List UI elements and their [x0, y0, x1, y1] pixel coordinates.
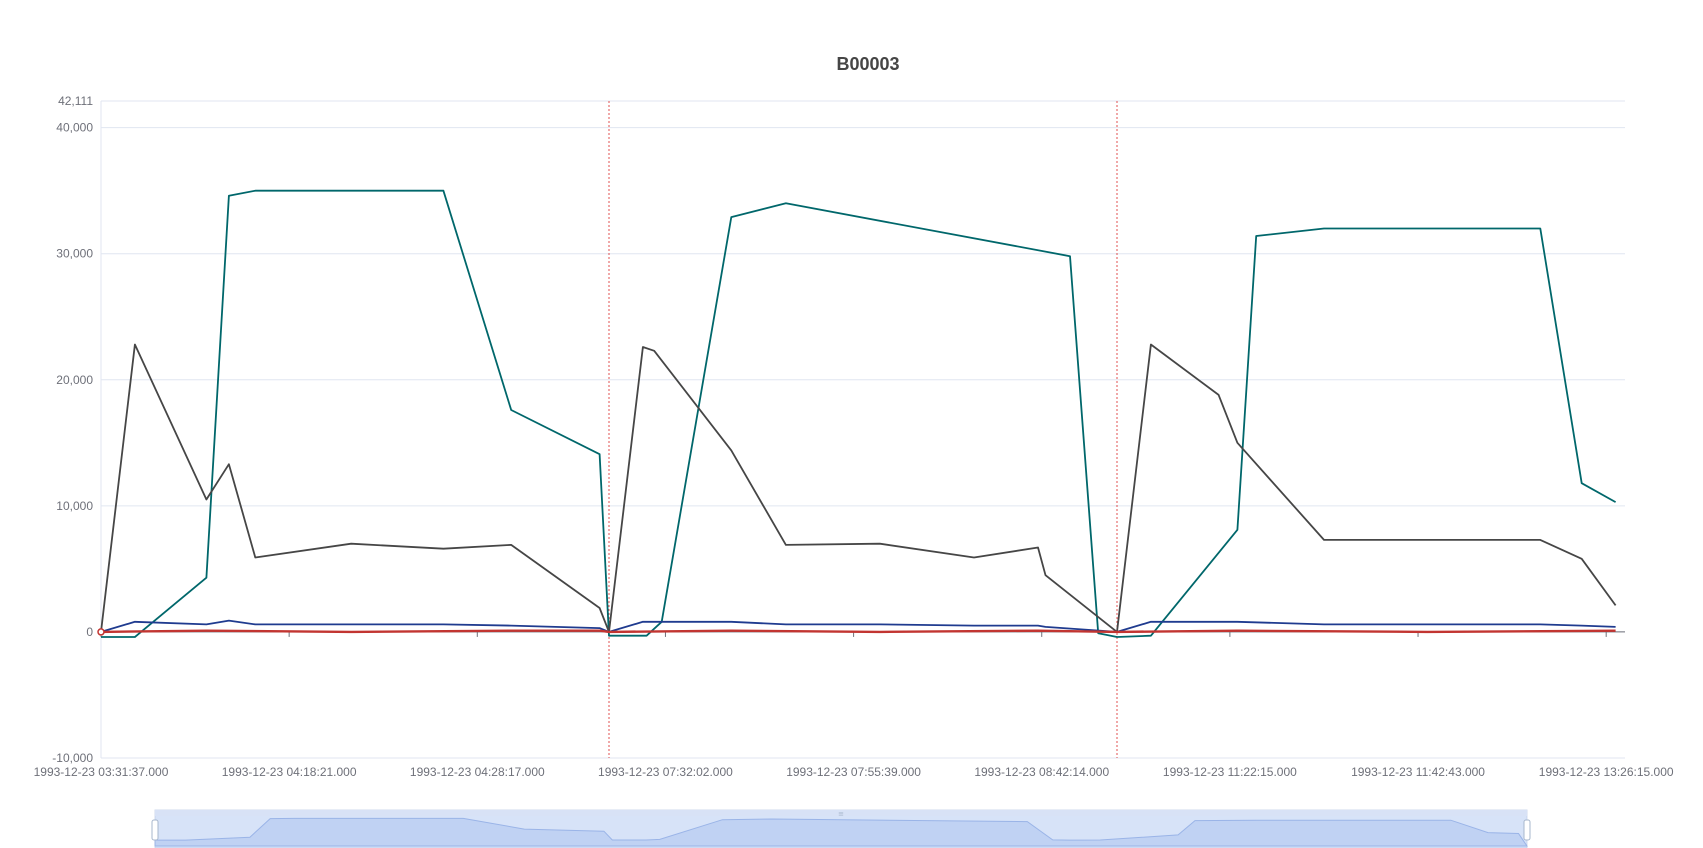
x-tick-label: 1993-12-23 07:55:39.000: [786, 765, 921, 779]
y-tick-label: 40,000: [56, 121, 93, 135]
x-tick-label: 1993-12-23 13:26:15.000: [1539, 765, 1674, 779]
x-tick-label: 1993-12-23 08:42:14.000: [974, 765, 1109, 779]
y-tick-label: 42,111: [58, 94, 93, 108]
cycle-marker-lines: [100, 101, 1118, 758]
data-zoom-move-grip[interactable]: ≡: [838, 810, 844, 818]
series-line: [101, 189, 1617, 638]
data-zoom-right-handle[interactable]: [1523, 819, 1531, 841]
x-tick-label: 1993-12-23 03:31:37.000: [34, 765, 169, 779]
x-tick-label: 1993-12-23 11:22:15.000: [1163, 765, 1297, 779]
x-tick-labels: 1993-12-23 03:31:37.000 1993-12-23 04:18:…: [34, 765, 1674, 779]
y-tick-label: 0: [86, 625, 93, 639]
series-start-point: [97, 628, 105, 636]
x-tick-label: 1993-12-23 11:42:43.000: [1351, 765, 1485, 779]
y-tick-label: 30,000: [56, 247, 93, 261]
x-axis: [100, 101, 1625, 758]
y-tick-label: 10,000: [56, 499, 93, 513]
data-zoom-shadow-area: [154, 817, 1528, 847]
x-tick-label: 1993-12-23 04:28:17.000: [410, 765, 545, 779]
x-tick-label: 1993-12-23 04:18:21.000: [222, 765, 357, 779]
y-tick-label: -10,000: [52, 751, 93, 765]
x-tick-label: 1993-12-23 07:32:02.000: [598, 765, 733, 779]
data-zoom-left-handle[interactable]: [151, 819, 159, 841]
data-zoom-top-bar[interactable]: [155, 810, 1527, 816]
y-tick-label: 20,000: [56, 373, 93, 387]
y-tick-labels: -10,000 0 10,000 20,000 30,000 40,000 42,111: [52, 94, 93, 765]
data-zoom-slider[interactable]: ≡: [151, 809, 1531, 848]
series-lines: [97, 189, 1617, 638]
series-line: [100, 619, 1616, 633]
series-line: [100, 629, 1616, 634]
data-zoom-selected-range[interactable]: [155, 810, 1527, 848]
series-line: [100, 343, 1617, 633]
chart-title: B00003: [836, 54, 899, 74]
y-gridlines: [101, 100, 1625, 759]
